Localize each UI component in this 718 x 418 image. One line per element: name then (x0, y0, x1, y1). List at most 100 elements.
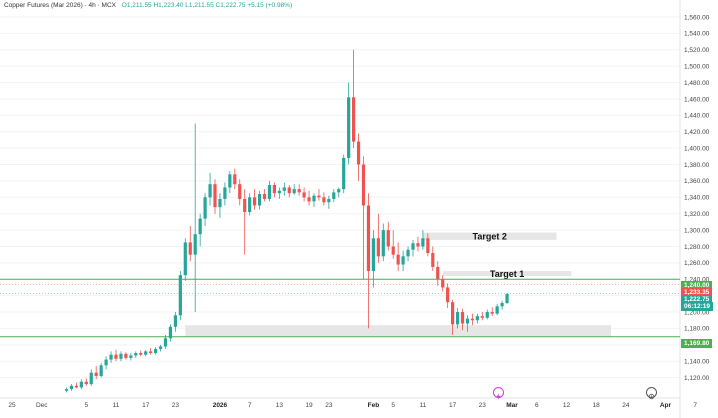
candle-body (94, 372, 98, 376)
candle-body (332, 192, 336, 199)
candle-body (292, 189, 296, 194)
candle-body (119, 353, 123, 359)
candle-body (79, 381, 83, 388)
y-tick-label: 1,480.00 (684, 80, 710, 87)
x-tick-label: 23 (172, 402, 180, 409)
alarm-clock-icon[interactable] (646, 387, 657, 400)
last-price-tag: 1,222.75 (681, 295, 713, 304)
candle-body (297, 189, 301, 193)
candle-body (262, 194, 267, 199)
candle-body (436, 266, 440, 280)
candle-body (352, 97, 356, 142)
candle-body (173, 315, 177, 327)
candle-body (213, 184, 217, 208)
y-tick-label: 1,440.00 (684, 113, 710, 120)
candle-body (208, 184, 212, 198)
candle-body (238, 184, 242, 199)
x-tick-label: Apr (660, 402, 672, 409)
candle-body (480, 316, 484, 318)
candle-body (267, 185, 272, 199)
support-zone (185, 325, 612, 337)
candle-body (84, 381, 88, 385)
candle-body (287, 187, 291, 194)
candle-body (302, 192, 306, 198)
candle-body (322, 197, 326, 203)
candle-body (124, 353, 128, 358)
candle-body (376, 238, 380, 257)
y-tick-label: 1,140.00 (684, 359, 710, 366)
prev-close-tag: 1,233.35 (681, 288, 713, 297)
candle-body (317, 195, 321, 198)
x-tick-label: 5 (391, 402, 395, 409)
symbol-title: Copper Futures (Mar 2026) · 4h · MCX (4, 2, 116, 9)
candle-body (381, 230, 385, 257)
x-axis: 25 Dec 5 11 17 23 2026 7 13 19 23 Feb 5 11 17 23 Mar 6 12 1… (8, 402, 697, 409)
resistance-tag: 1,240.00 (681, 281, 713, 290)
x-tick-label: 11 (113, 402, 120, 409)
x-tick-label: 23 (479, 402, 487, 409)
candle-body (495, 306, 499, 314)
candle-body (371, 238, 375, 272)
candle-body (178, 275, 182, 316)
candle-body (158, 346, 163, 349)
y-tick-label: 1,180.00 (684, 326, 710, 333)
candle-body (391, 246, 395, 255)
candle-body (312, 195, 316, 202)
y-tick-label: 1,280.00 (684, 244, 710, 251)
candle-body (218, 198, 222, 208)
x-tick-label: Mar (506, 402, 518, 409)
candle-body (505, 294, 509, 304)
candle-body (114, 354, 118, 359)
candle-body (203, 197, 207, 219)
ohlc-quote: O1,211.55 H1,223.40 L1,211.55 C1,222.75 … (121, 2, 293, 9)
y-tick-label: 1,240.00 (684, 277, 710, 284)
candle-body (327, 198, 331, 203)
x-tick-label: 6 (535, 402, 539, 409)
candle-body (272, 185, 276, 194)
x-tick-label: 17 (449, 402, 457, 409)
candle-body (168, 326, 173, 339)
y-axis: 1,120.001,140.001,160.001,180.001,200.00… (684, 14, 710, 382)
x-tick-label: 5 (84, 402, 88, 409)
candle-body (198, 218, 202, 235)
candle-body (277, 190, 281, 194)
candle-body (228, 174, 232, 188)
candle-body (406, 249, 410, 257)
x-tick-label: 25 (8, 402, 16, 409)
candle-body (248, 197, 252, 213)
support-tag: 1,169.80 (681, 339, 713, 348)
candle-body (366, 205, 371, 272)
x-tick-label: 18 (593, 402, 601, 409)
candle-body (149, 351, 153, 354)
lightning-icon[interactable] (493, 387, 504, 400)
candle-body (89, 372, 93, 385)
x-tick-label: 13 (276, 402, 284, 409)
x-tick-label: 19 (305, 402, 313, 409)
x-tick-label: 12 (563, 402, 571, 409)
y-tick-label: 1,460.00 (684, 96, 710, 103)
y-tick-label: 1,420.00 (684, 129, 710, 136)
target-2-zone-label: Target 2 (473, 232, 507, 242)
candle-body (416, 243, 420, 247)
candle-body (253, 197, 257, 206)
candle-body (500, 303, 504, 307)
candle-body (475, 316, 479, 321)
candle-body (257, 194, 262, 206)
candle-body (356, 141, 361, 165)
candle-body (183, 242, 187, 276)
candle-body (396, 254, 400, 265)
candle-body (193, 234, 197, 255)
x-tick-label: 7 (693, 402, 697, 409)
candle-body (154, 348, 158, 354)
candle-body (188, 242, 192, 255)
candle-body (307, 197, 311, 202)
candle-body (470, 318, 474, 321)
countdown-tag: 06:12:19 (681, 302, 714, 311)
x-tick-label: 2026 (213, 402, 228, 409)
candle-body (441, 279, 445, 288)
candle-body (460, 312, 465, 324)
candle-body (342, 157, 346, 190)
candle-body (337, 189, 341, 193)
candle-body (347, 97, 351, 158)
